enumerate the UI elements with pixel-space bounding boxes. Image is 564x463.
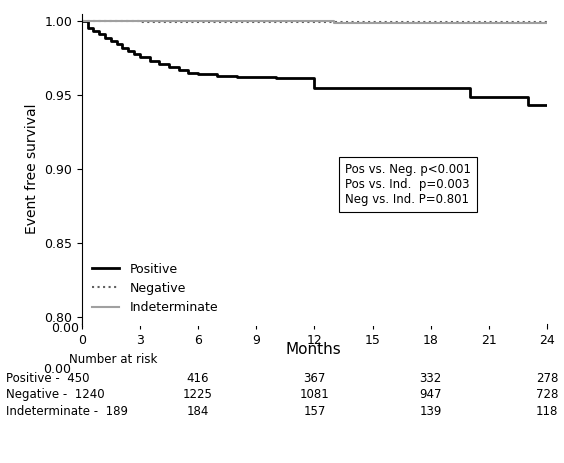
Positive [90,28,97,34]
Text: 139: 139 [420,405,442,418]
Positive [253,75,259,80]
Text: Indeterminate -  189: Indeterminate - 189 [6,405,127,418]
Indeterminate [78,19,85,24]
Negative [156,19,163,25]
Negative [311,19,318,25]
Negative [175,19,182,25]
Text: 184: 184 [187,405,209,418]
Positive [113,42,120,47]
Positive [156,61,163,67]
Positive [350,85,356,91]
Text: 278: 278 [536,372,558,385]
Positive [102,35,108,40]
Positive [185,70,192,76]
Positive [369,85,376,91]
Positive [214,73,221,79]
Indeterminate [544,20,550,25]
Line: Negative: Negative [82,21,547,22]
Positive [136,55,143,60]
Positive [84,25,91,31]
Text: Negative -  1240: Negative - 1240 [6,388,104,401]
Positive [78,19,85,24]
Positive [428,85,434,91]
Indeterminate [311,19,318,24]
Negative [78,19,85,24]
Indeterminate [331,20,337,25]
Positive [119,45,126,50]
Legend: Positive, Negative, Indeterminate: Positive, Negative, Indeterminate [88,259,222,318]
Negative [321,19,328,25]
Positive [447,85,453,91]
Text: 367: 367 [303,372,325,385]
Text: 0.00: 0.00 [43,363,70,376]
Negative [544,19,550,25]
Positive [486,94,492,100]
Text: 1225: 1225 [183,388,213,401]
Positive [146,58,153,64]
Negative [136,19,143,25]
Text: 332: 332 [420,372,442,385]
Positive [175,67,182,73]
Positive [544,102,550,107]
Positive [96,31,103,37]
Text: Number at risk: Number at risk [69,353,157,366]
Positive [195,72,201,77]
Text: 416: 416 [187,372,209,385]
Line: Indeterminate: Indeterminate [82,21,547,23]
Text: 947: 947 [420,388,442,401]
Negative [117,19,124,24]
Line: Positive: Positive [82,21,547,105]
Text: Pos vs. Neg. p<0.001
Pos vs. Ind.  p=0.003
Neg vs. Ind. P=0.801: Pos vs. Neg. p<0.001 Pos vs. Ind. p=0.00… [345,163,471,206]
Positive [495,94,502,100]
Text: 0.00: 0.00 [51,322,79,335]
Positive [292,75,298,81]
Positive [108,38,114,44]
Positive [311,85,318,91]
Text: Positive -  450: Positive - 450 [6,372,89,385]
Positive [525,102,531,107]
Positive [389,85,395,91]
Positive [466,94,473,100]
Positive [166,64,173,70]
Positive [272,75,279,81]
Negative [195,19,201,25]
Positive [131,51,138,57]
Text: Months: Months [285,342,341,357]
Positive [505,94,512,100]
Text: 1081: 1081 [299,388,329,401]
Text: 728: 728 [536,388,558,401]
Positive [125,48,132,54]
Positive [408,85,415,91]
Positive [331,85,337,91]
Text: 118: 118 [536,405,558,418]
Y-axis label: Event free survival: Event free survival [24,104,38,234]
Positive [233,75,240,80]
Text: 157: 157 [303,405,325,418]
